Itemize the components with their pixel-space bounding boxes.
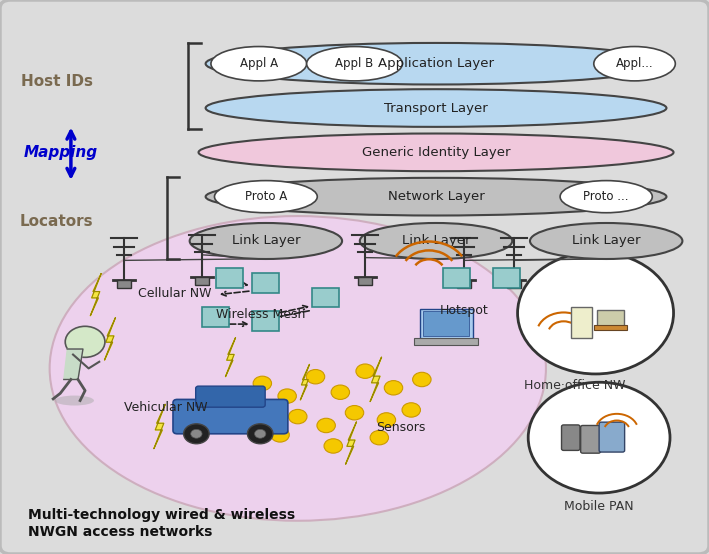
Circle shape bbox=[528, 382, 670, 493]
Bar bbox=[423, 311, 469, 336]
Text: Vehicular NW: Vehicular NW bbox=[124, 401, 208, 414]
Circle shape bbox=[306, 370, 325, 384]
Bar bbox=[457, 280, 471, 288]
Ellipse shape bbox=[55, 396, 94, 406]
Ellipse shape bbox=[359, 223, 512, 259]
FancyBboxPatch shape bbox=[173, 399, 288, 434]
Polygon shape bbox=[104, 318, 116, 360]
Ellipse shape bbox=[214, 181, 317, 213]
Circle shape bbox=[331, 385, 350, 399]
Text: Appl A: Appl A bbox=[240, 57, 278, 70]
FancyBboxPatch shape bbox=[562, 425, 580, 450]
Circle shape bbox=[278, 389, 296, 403]
Circle shape bbox=[191, 429, 202, 438]
Circle shape bbox=[377, 413, 396, 427]
Circle shape bbox=[345, 406, 364, 420]
Bar bbox=[420, 309, 473, 339]
Text: Link Layer: Link Layer bbox=[402, 234, 470, 248]
Text: Locators: Locators bbox=[20, 214, 94, 229]
Ellipse shape bbox=[306, 47, 403, 81]
Polygon shape bbox=[90, 274, 101, 316]
Text: Sensors: Sensors bbox=[376, 421, 425, 434]
Text: Network Layer: Network Layer bbox=[388, 190, 484, 203]
Ellipse shape bbox=[206, 178, 666, 216]
Circle shape bbox=[184, 424, 209, 444]
FancyBboxPatch shape bbox=[196, 386, 265, 407]
Bar bbox=[571, 307, 592, 338]
Bar bbox=[252, 273, 279, 293]
Text: Host IDs: Host IDs bbox=[21, 74, 93, 90]
Text: Generic Identity Layer: Generic Identity Layer bbox=[362, 146, 510, 159]
Polygon shape bbox=[301, 365, 309, 400]
Circle shape bbox=[384, 381, 403, 395]
Text: Link Layer: Link Layer bbox=[572, 234, 640, 248]
Circle shape bbox=[65, 326, 105, 357]
Text: Appl...: Appl... bbox=[615, 57, 654, 70]
FancyBboxPatch shape bbox=[581, 425, 601, 453]
Circle shape bbox=[247, 424, 273, 444]
Circle shape bbox=[271, 428, 289, 442]
Text: Multi-technology wired & wireless
NWGN access networks: Multi-technology wired & wireless NWGN a… bbox=[28, 509, 296, 538]
Ellipse shape bbox=[211, 47, 306, 81]
Circle shape bbox=[356, 364, 374, 378]
Text: Cellular NW: Cellular NW bbox=[138, 287, 212, 300]
Ellipse shape bbox=[560, 181, 652, 213]
Polygon shape bbox=[370, 357, 381, 402]
Bar bbox=[493, 268, 520, 288]
Circle shape bbox=[402, 403, 420, 417]
Bar bbox=[358, 277, 372, 285]
Ellipse shape bbox=[206, 43, 666, 84]
Bar bbox=[414, 338, 478, 345]
Text: Mapping: Mapping bbox=[23, 145, 97, 160]
Polygon shape bbox=[154, 404, 165, 449]
Text: Home·office NW: Home·office NW bbox=[523, 379, 625, 392]
Polygon shape bbox=[345, 422, 357, 464]
Bar bbox=[202, 307, 229, 327]
Ellipse shape bbox=[593, 47, 676, 81]
Bar bbox=[594, 325, 627, 330]
Circle shape bbox=[289, 409, 307, 424]
Bar bbox=[216, 268, 243, 288]
Text: Hotspot: Hotspot bbox=[440, 304, 489, 317]
Text: Mobile PAN: Mobile PAN bbox=[564, 500, 634, 512]
Bar bbox=[252, 311, 279, 331]
Circle shape bbox=[317, 418, 335, 433]
Bar bbox=[597, 310, 624, 327]
Ellipse shape bbox=[530, 223, 682, 259]
Polygon shape bbox=[64, 349, 83, 379]
Ellipse shape bbox=[50, 216, 546, 521]
Ellipse shape bbox=[199, 134, 674, 171]
Ellipse shape bbox=[206, 89, 666, 127]
Text: Appl B: Appl B bbox=[335, 57, 374, 70]
Circle shape bbox=[370, 430, 389, 445]
Polygon shape bbox=[225, 338, 235, 377]
FancyBboxPatch shape bbox=[599, 422, 625, 452]
Text: Proto A: Proto A bbox=[245, 190, 287, 203]
Text: Application Layer: Application Layer bbox=[378, 57, 494, 70]
Circle shape bbox=[255, 429, 266, 438]
Bar bbox=[312, 288, 339, 307]
Bar bbox=[443, 268, 470, 288]
Circle shape bbox=[518, 252, 674, 374]
Ellipse shape bbox=[190, 223, 342, 259]
Bar bbox=[117, 280, 131, 288]
Bar bbox=[195, 277, 209, 285]
Bar bbox=[507, 280, 521, 288]
Text: Proto ...: Proto ... bbox=[584, 190, 629, 203]
Text: Wireless Mesh: Wireless Mesh bbox=[216, 308, 306, 321]
Circle shape bbox=[413, 372, 431, 387]
Circle shape bbox=[324, 439, 342, 453]
Text: Link Layer: Link Layer bbox=[232, 234, 300, 248]
Circle shape bbox=[253, 376, 272, 391]
Text: Transport Layer: Transport Layer bbox=[384, 101, 488, 115]
